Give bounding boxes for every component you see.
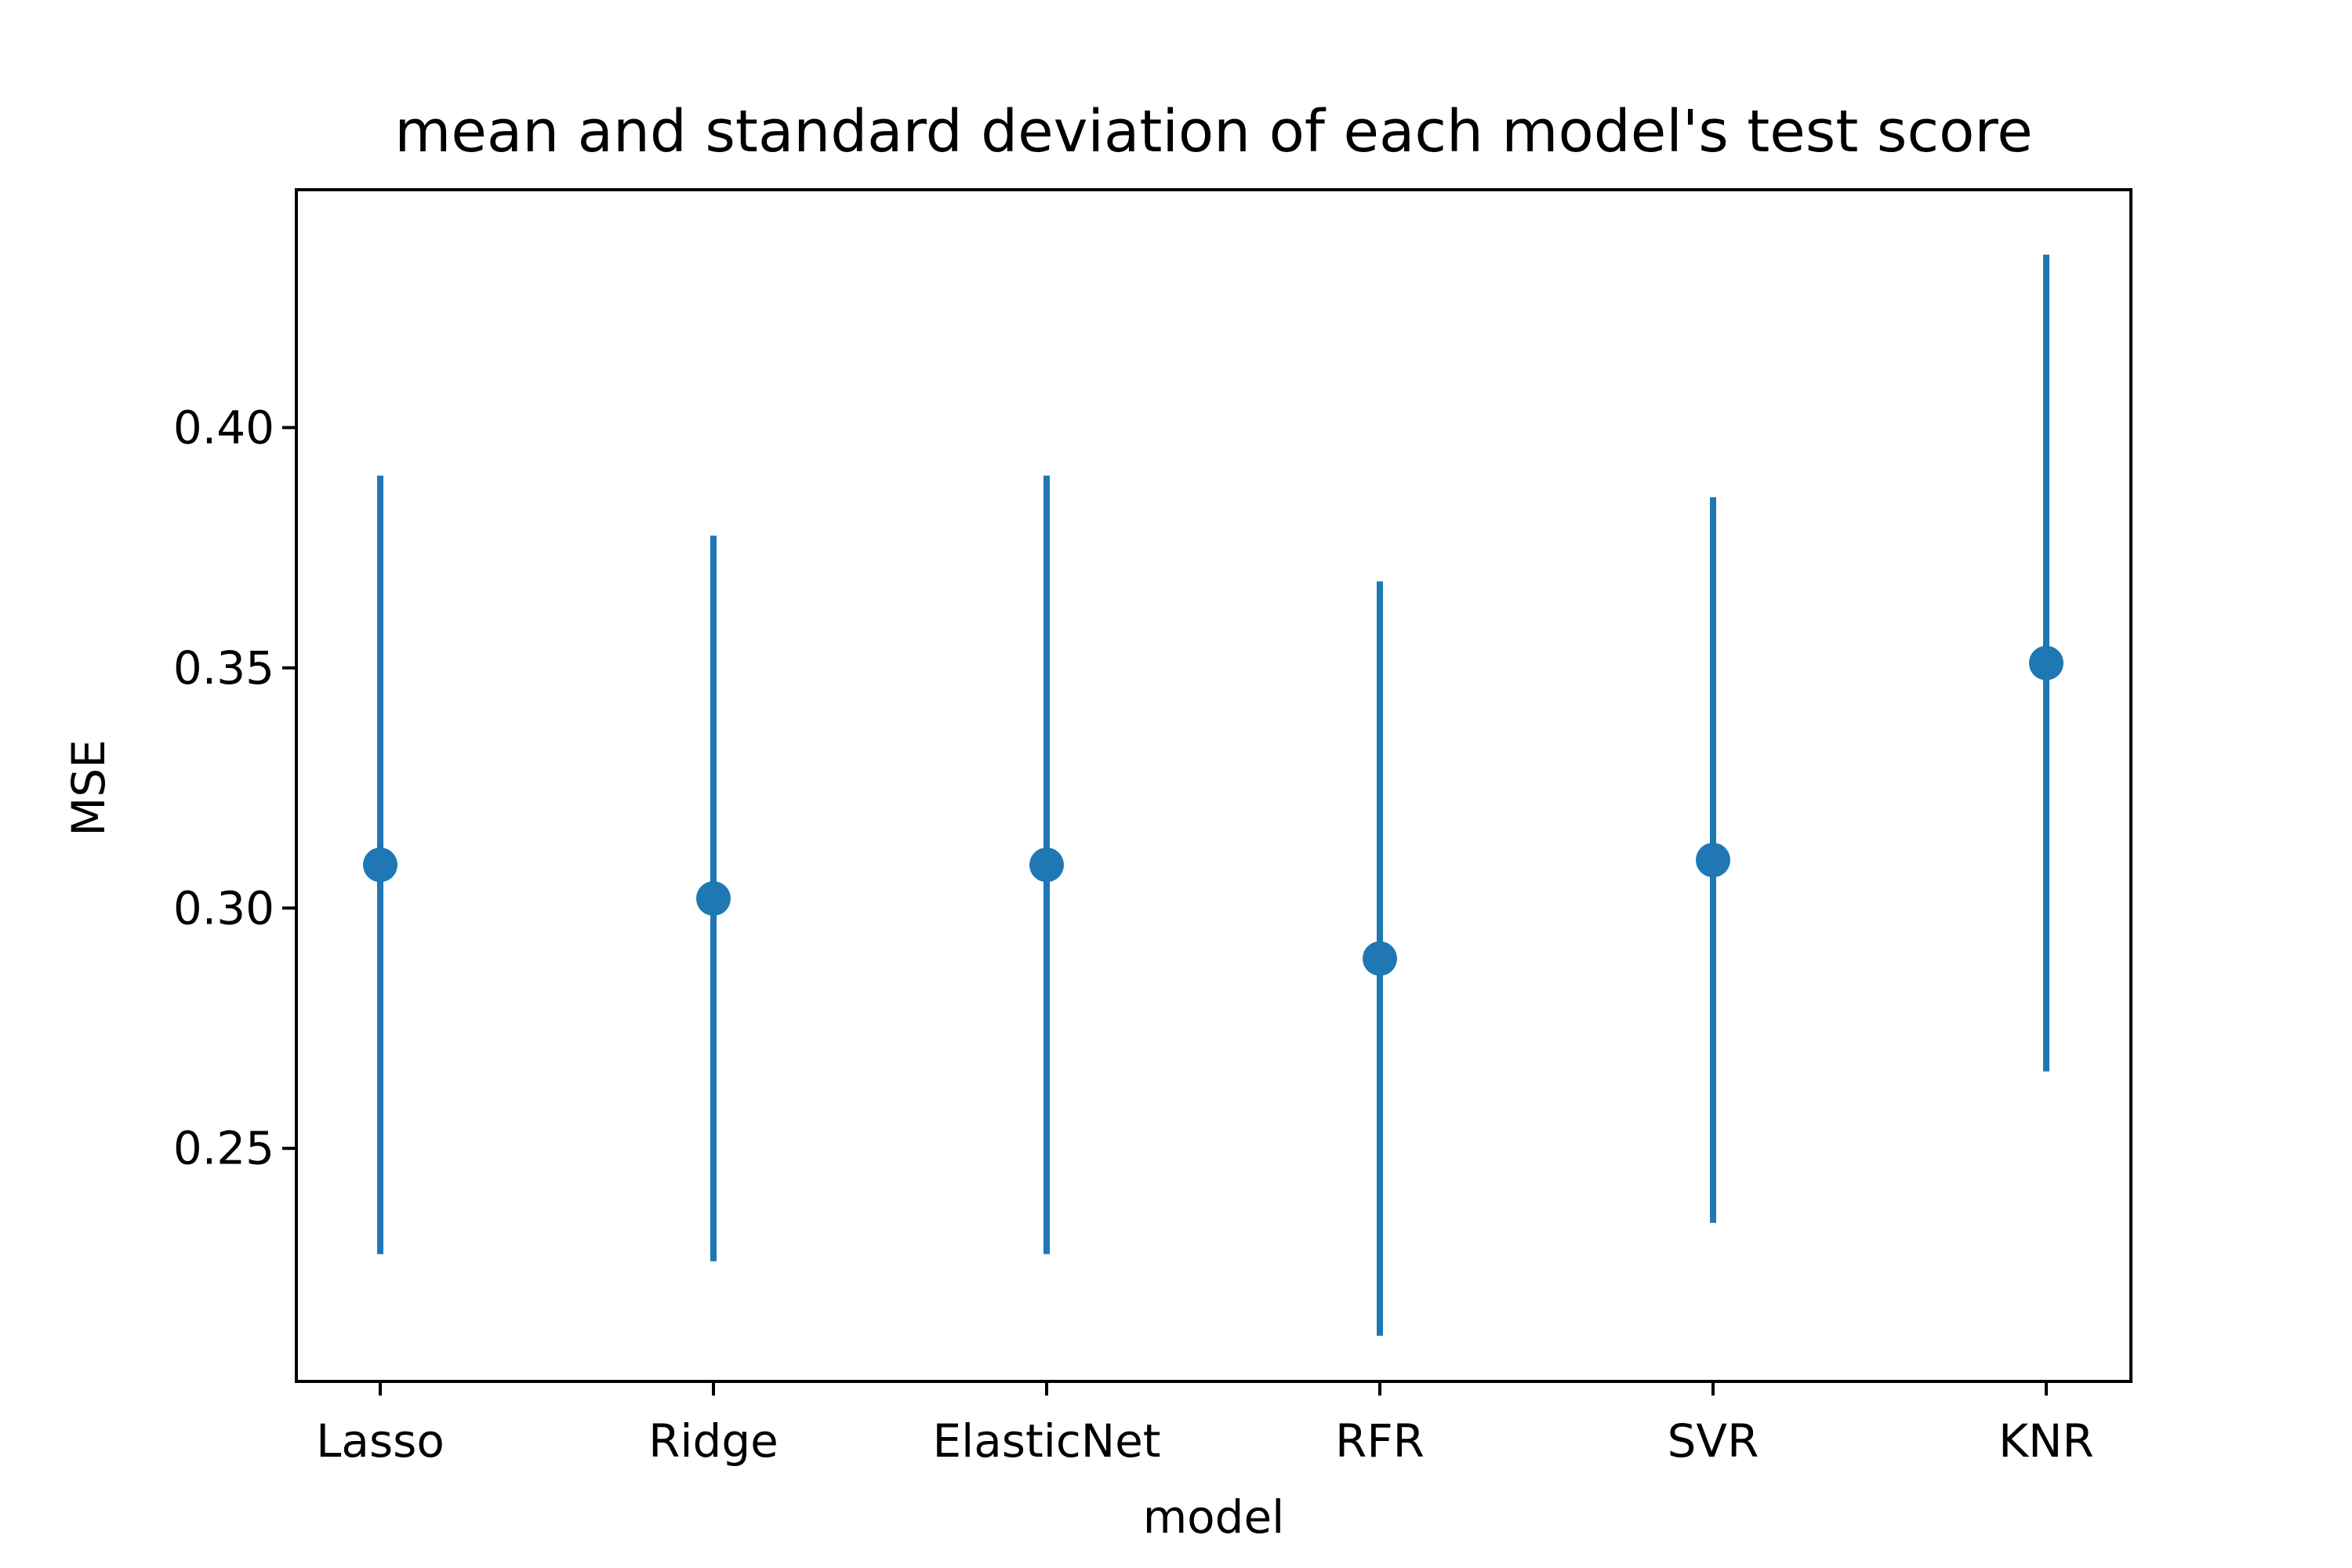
y-tick-label: 0.40: [173, 401, 274, 454]
x-axis-label: model: [1143, 1490, 1285, 1544]
mean-point: [363, 848, 397, 883]
plot-frame: [295, 188, 2132, 1383]
y-tick-label: 0.30: [173, 881, 274, 935]
y-tick-label: 0.25: [173, 1122, 274, 1175]
x-tick-label: RFR: [1335, 1414, 1425, 1468]
mean-point: [2029, 645, 2063, 681]
x-tick-label: ElasticNet: [932, 1414, 1160, 1468]
x-tick-label: Ridge: [648, 1414, 779, 1468]
tick-layer: Lasso Ridge ElasticNet RFR SVR KNR 0.25 0.30 0.3…: [173, 401, 2094, 1468]
mean-point: [1696, 843, 1730, 877]
mean-point: [1029, 848, 1064, 883]
mean-point: [1363, 941, 1397, 976]
y-axis-label: MSE: [62, 739, 115, 837]
chart-title: mean and standard deviation of each mode…: [394, 98, 2033, 165]
x-tick-label: SVR: [1668, 1414, 1759, 1468]
series-layer: [363, 254, 2063, 1336]
x-tick-label: Lasso: [316, 1414, 445, 1468]
x-tick-label: KNR: [1998, 1414, 2094, 1468]
y-tick-label: 0.35: [173, 641, 274, 695]
mean-point: [696, 881, 731, 916]
